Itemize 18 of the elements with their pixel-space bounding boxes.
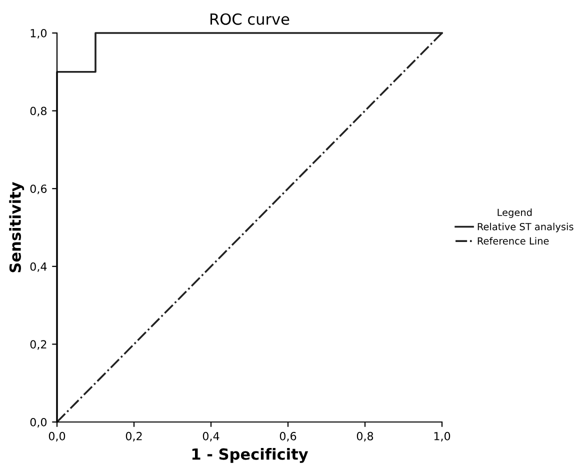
x-tick-label: 0,2 [126, 432, 142, 442]
x-axis-title: 1 - Specificity [192, 448, 308, 463]
y-tick-label: 0,4 [30, 262, 47, 272]
y-tick-label: 0,6 [30, 184, 47, 194]
legend-label: Relative ST analysis [478, 222, 574, 232]
legend-label: Reference Line [478, 237, 549, 245]
chart-title: ROC curve [210, 13, 290, 25]
x-tick-label: 0,6 [280, 432, 296, 442]
legend-title: Legend [498, 208, 532, 218]
y-tick-label: 0,2 [30, 340, 46, 350]
x-tick-label: 0,0 [48, 432, 66, 442]
x-tick-label: 0,4 [202, 432, 220, 442]
y-tick-label: 1,0 [30, 28, 47, 39]
y-axis-title: Sensitivity [9, 182, 24, 272]
y-tick-label: 0,0 [30, 418, 47, 428]
x-tick-label: 1,0 [434, 432, 450, 442]
y-tick-label: 0,8 [30, 106, 47, 116]
x-tick-label: 0,8 [356, 432, 374, 442]
